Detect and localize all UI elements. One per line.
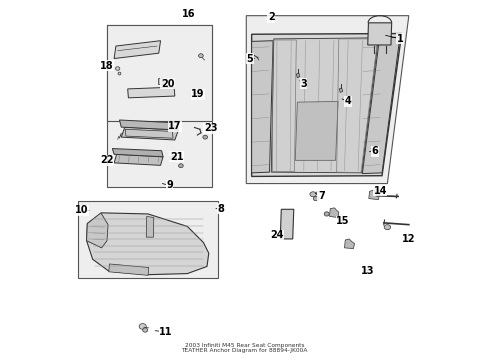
Polygon shape (86, 213, 108, 248)
Polygon shape (169, 156, 177, 160)
Text: 16: 16 (182, 9, 196, 19)
Text: 2: 2 (267, 13, 274, 22)
Ellipse shape (198, 54, 203, 58)
Polygon shape (329, 208, 338, 217)
Text: 13: 13 (360, 266, 374, 276)
Polygon shape (251, 33, 401, 176)
Text: 10: 10 (75, 205, 89, 215)
Text: 20: 20 (161, 78, 174, 89)
Polygon shape (367, 23, 391, 45)
Ellipse shape (118, 72, 121, 75)
Text: 15: 15 (335, 216, 349, 226)
Ellipse shape (178, 164, 183, 168)
Text: 5: 5 (246, 54, 254, 64)
Text: 17: 17 (168, 121, 181, 131)
Bar (107, 24, 212, 187)
Text: 1: 1 (385, 34, 403, 44)
Polygon shape (114, 41, 160, 59)
Text: 21: 21 (169, 152, 183, 162)
Text: 24: 24 (269, 230, 283, 240)
Polygon shape (280, 209, 293, 239)
Text: 3: 3 (299, 78, 306, 89)
Polygon shape (158, 78, 165, 84)
Text: TEATHER Anchor Diagram for 88894-JK00A: TEATHER Anchor Diagram for 88894-JK00A (181, 348, 307, 353)
Polygon shape (271, 38, 378, 173)
Text: 7: 7 (315, 191, 324, 201)
Polygon shape (295, 102, 337, 160)
Bar (107, 24, 212, 121)
Text: 19: 19 (191, 89, 204, 99)
Polygon shape (362, 37, 399, 174)
Polygon shape (114, 154, 163, 165)
Text: 8: 8 (216, 203, 224, 213)
Polygon shape (344, 239, 354, 249)
Text: 18: 18 (100, 61, 114, 71)
Text: 6: 6 (369, 147, 378, 157)
Polygon shape (119, 120, 178, 130)
Polygon shape (121, 127, 178, 140)
Text: 11: 11 (155, 327, 172, 337)
Polygon shape (339, 88, 342, 93)
Polygon shape (296, 73, 299, 78)
Text: 4: 4 (341, 96, 351, 107)
Polygon shape (86, 213, 208, 275)
Polygon shape (112, 149, 163, 157)
Ellipse shape (313, 197, 318, 201)
Polygon shape (368, 190, 379, 200)
Text: 2003 Infiniti M45 Rear Seat Components: 2003 Infiniti M45 Rear Seat Components (184, 342, 304, 347)
Ellipse shape (324, 212, 328, 216)
Text: 14: 14 (373, 186, 386, 196)
Text: 9: 9 (162, 180, 172, 190)
Polygon shape (108, 264, 148, 275)
Ellipse shape (115, 67, 120, 70)
Text: 23: 23 (203, 123, 217, 133)
Text: 12: 12 (401, 234, 415, 244)
Polygon shape (127, 87, 175, 98)
Ellipse shape (142, 328, 147, 332)
Ellipse shape (309, 192, 316, 197)
Ellipse shape (203, 135, 207, 139)
Polygon shape (146, 216, 153, 237)
Ellipse shape (139, 324, 146, 329)
Bar (78, 202, 217, 278)
Polygon shape (251, 41, 272, 173)
Text: 22: 22 (100, 156, 114, 165)
Ellipse shape (384, 225, 390, 230)
Polygon shape (246, 16, 408, 184)
